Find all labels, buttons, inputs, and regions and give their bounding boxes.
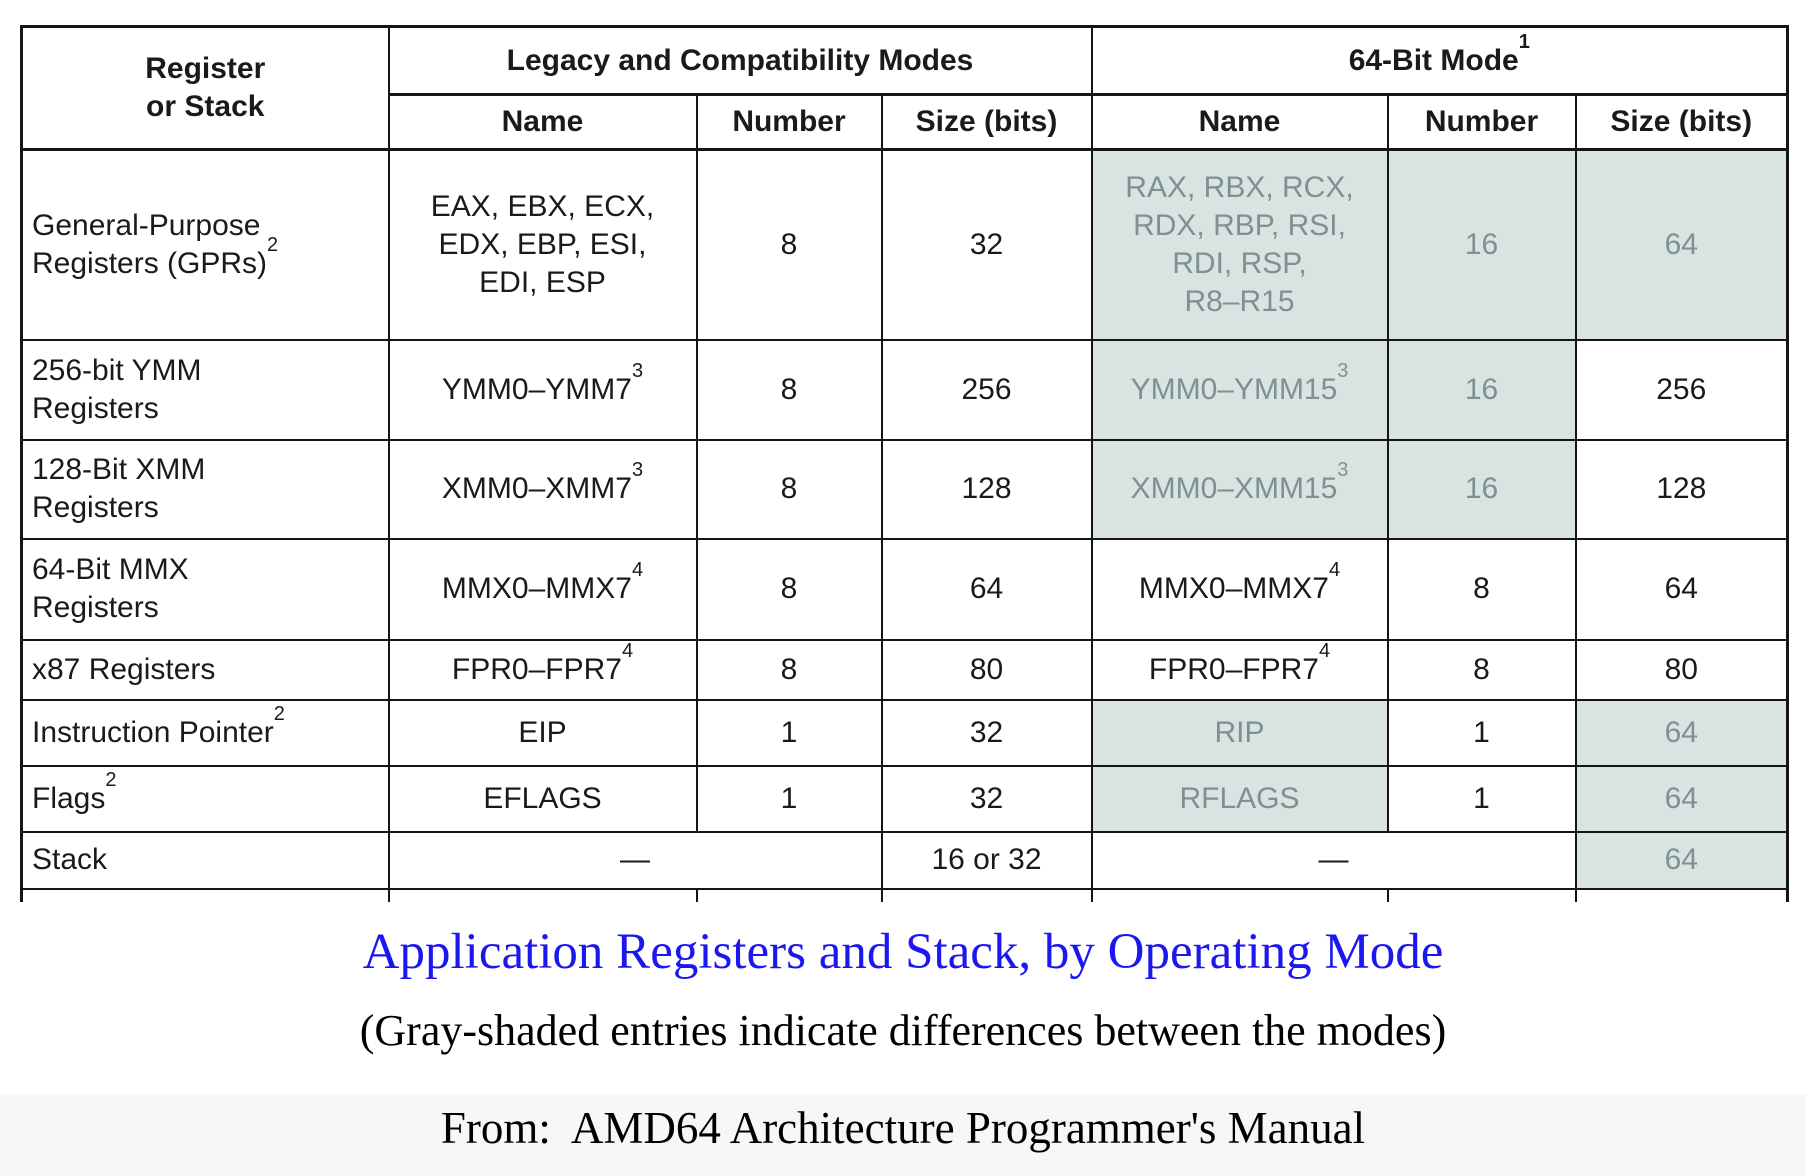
cell-xmm-legacy-name: XMM0–XMM73 — [387, 438, 698, 540]
cell-gpr-64bit-number: 16 — [1386, 148, 1577, 341]
cell-ip-legacy-name: EIP — [387, 698, 698, 767]
partial-cell — [695, 887, 883, 902]
partial-cell — [20, 887, 390, 902]
cell-mmx-label: 64-Bit MMX Registers — [20, 537, 390, 641]
cell-flags-legacy-size: 32 — [880, 764, 1093, 833]
table-row-xmm: 128-Bit XMM Registers XMM0–XMM73 8 128 X… — [20, 438, 1789, 540]
cell-mmx-legacy-number: 8 — [695, 537, 883, 641]
cell-stack-legacy-size: 16 or 32 — [880, 830, 1093, 890]
cell-mmx-legacy-size: 64 — [880, 537, 1093, 641]
column-header-64bit-name: Name — [1090, 93, 1389, 151]
cell-x87-64bit-size: 80 — [1574, 638, 1789, 701]
cell-xmm-label: 128-Bit XMM Registers — [20, 438, 390, 540]
cell-ip-64bit-number: 1 — [1386, 698, 1577, 767]
table-row-x87: x87 Registers FPR0–FPR74 8 80 FPR0–FPR74… — [20, 638, 1789, 701]
table-row-mmx: 64-Bit MMX Registers MMX0–MMX74 8 64 MMX… — [20, 537, 1789, 641]
cell-ymm-64bit-size: 256 — [1574, 338, 1789, 441]
cell-ymm-legacy-number: 8 — [695, 338, 883, 441]
cell-mmx-64bit-number: 8 — [1386, 537, 1577, 641]
table-row-stack: Stack — 16 or 32 — 64 — [20, 830, 1789, 890]
column-header-64bit-size: Size (bits) — [1574, 93, 1789, 151]
partial-cell — [1090, 887, 1389, 902]
clipped-partial-row — [20, 887, 1789, 902]
table-row-gpr: General-Purpose Registers (GPRs)2 EAX, E… — [20, 148, 1789, 341]
column-header-legacy-number: Number — [695, 93, 883, 151]
cell-ymm-64bit-number: 16 — [1386, 338, 1577, 441]
partial-cell — [1386, 887, 1577, 902]
cell-flags-64bit-number: 1 — [1386, 764, 1577, 833]
table-row-instruction-pointer: Instruction Pointer2 EIP 1 32 RIP 1 64 — [20, 698, 1789, 767]
cell-ip-legacy-number: 1 — [695, 698, 883, 767]
cell-x87-legacy-name: FPR0–FPR74 — [387, 638, 698, 701]
cell-gpr-64bit-size: 64 — [1574, 148, 1789, 341]
cell-x87-64bit-name: FPR0–FPR74 — [1090, 638, 1389, 701]
sub-header-row: Name Number Size (bits) Name Number Size… — [22, 93, 1789, 151]
cell-stack-legacy-name-number: — — [387, 830, 883, 890]
group-header-row: Register or Stack Legacy and Compatibili… — [20, 25, 1789, 151]
cell-gpr-64bit-name: RAX, RBX, RCX, RDX, RBP, RSI, RDI, RSP, … — [1090, 148, 1389, 341]
table-row-flags: Flags2 EFLAGS 1 32 RFLAGS 1 64 — [20, 764, 1789, 833]
partial-cell — [880, 887, 1093, 902]
partial-cell — [1574, 887, 1789, 902]
cell-ip-64bit-size: 64 — [1574, 698, 1789, 767]
cell-xmm-64bit-name: XMM0–XMM153 — [1090, 438, 1389, 540]
cell-ymm-label: 256-bit YMM Registers — [20, 338, 390, 441]
cell-x87-legacy-size: 80 — [880, 638, 1093, 701]
cell-stack-64bit-size: 64 — [1574, 830, 1789, 890]
cell-xmm-legacy-size: 128 — [880, 438, 1093, 540]
cell-gpr-legacy-name: EAX, EBX, ECX, EDX, EBP, ESI, EDI, ESP — [387, 148, 698, 341]
cell-xmm-64bit-size: 128 — [1574, 438, 1789, 540]
cell-x87-64bit-number: 8 — [1386, 638, 1577, 701]
cell-ip-legacy-size: 32 — [880, 698, 1093, 767]
cell-ip-64bit-name: RIP — [1090, 698, 1389, 767]
registers-table: Register or Stack Legacy and Compatibili… — [20, 25, 1790, 902]
cell-ymm-legacy-size: 256 — [880, 338, 1093, 441]
cell-mmx-legacy-name: MMX0–MMX74 — [387, 537, 698, 641]
cell-x87-legacy-number: 8 — [695, 638, 883, 701]
cell-xmm-legacy-number: 8 — [695, 438, 883, 540]
cell-ymm-legacy-name: YMM0–YMM73 — [387, 338, 698, 441]
column-header-64bit-number: Number — [1386, 93, 1577, 151]
column-header-legacy-size: Size (bits) — [880, 93, 1093, 151]
cell-x87-label: x87 Registers — [20, 638, 390, 701]
cell-flags-legacy-name: EFLAGS — [387, 764, 698, 833]
source-attribution: From: AMD64 Architecture Programmer's Ma… — [440, 1103, 1366, 1153]
cell-ip-label: Instruction Pointer2 — [20, 698, 390, 767]
cell-flags-64bit-name: RFLAGS — [1090, 764, 1389, 833]
cell-mmx-64bit-name: MMX0–MMX74 — [1090, 537, 1389, 641]
group-header-legacy-modes: Legacy and Compatibility Modes — [387, 25, 1093, 96]
table-title: Application Registers and Stack, by Oper… — [362, 924, 1444, 980]
cell-xmm-64bit-number: 16 — [1386, 438, 1577, 540]
cell-gpr-label: General-Purpose Registers (GPRs)2 — [20, 148, 390, 341]
group-header-64bit-footnote: 1 — [1518, 30, 1530, 53]
group-header-legacy-label: Legacy and Compatibility Modes — [506, 43, 974, 77]
group-header-64bit-label: 64-Bit Mode — [1348, 43, 1519, 77]
cell-ymm-64bit-name: YMM0–YMM153 — [1090, 338, 1389, 441]
cell-gpr-legacy-size: 32 — [880, 148, 1093, 341]
footer-band — [0, 1094, 1806, 1176]
cell-flags-label: Flags2 — [20, 764, 390, 833]
table-subtitle: (Gray-shaded entries indicate difference… — [359, 1006, 1447, 1055]
cell-flags-64bit-size: 64 — [1574, 764, 1789, 833]
column-header-register-or-stack: Register or Stack — [20, 25, 390, 151]
cell-flags-legacy-number: 1 — [695, 764, 883, 833]
cell-stack-label: Stack — [20, 830, 390, 890]
column-header-legacy-name: Name — [387, 93, 698, 151]
cell-mmx-64bit-size: 64 — [1574, 537, 1789, 641]
table-row-ymm: 256-bit YMM Registers YMM0–YMM73 8 256 Y… — [20, 338, 1789, 441]
group-header-64bit-mode: 64-Bit Mode1 — [1090, 25, 1789, 96]
cell-gpr-legacy-number: 8 — [695, 148, 883, 341]
partial-cell — [387, 887, 698, 902]
cell-stack-64bit-name-number: — — [1090, 830, 1577, 890]
